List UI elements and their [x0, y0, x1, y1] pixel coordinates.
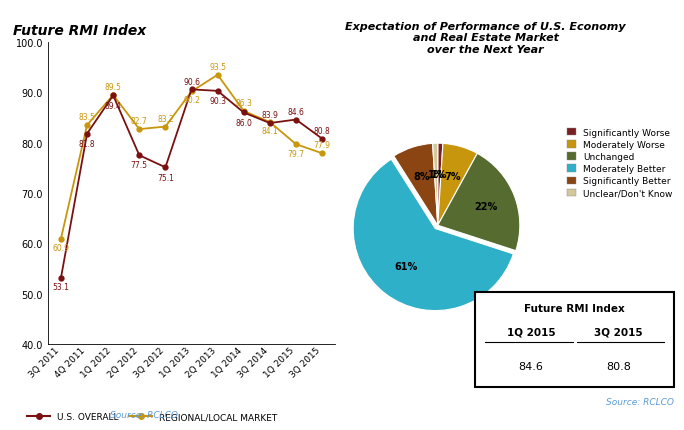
Legend: U.S. OVERALL, REGIONAL/LOCAL MARKET: U.S. OVERALL, REGIONAL/LOCAL MARKET: [24, 408, 281, 425]
Text: 1%: 1%: [428, 169, 445, 179]
Legend: Significantly Worse, Moderately Worse, Unchanged, Moderately Better, Significant: Significantly Worse, Moderately Worse, U…: [563, 125, 676, 202]
Text: 84.6: 84.6: [287, 108, 304, 117]
Text: 90.2: 90.2: [183, 96, 200, 105]
Text: 89.4: 89.4: [105, 101, 122, 111]
Text: 22%: 22%: [474, 202, 497, 212]
Text: 77.9: 77.9: [313, 141, 330, 150]
Wedge shape: [432, 144, 438, 226]
Text: 86.3: 86.3: [235, 99, 252, 108]
Text: 84.6: 84.6: [518, 361, 543, 371]
Text: 77.5: 77.5: [131, 161, 148, 170]
Wedge shape: [353, 160, 513, 311]
Text: 83.9: 83.9: [261, 111, 278, 120]
Text: 83.5: 83.5: [79, 113, 96, 122]
Wedge shape: [394, 144, 438, 226]
Text: 81.8: 81.8: [79, 139, 95, 148]
Text: 80.8: 80.8: [606, 361, 631, 371]
Text: 84.1: 84.1: [261, 126, 278, 135]
Text: 8%: 8%: [413, 172, 430, 181]
Text: Future RMI Index: Future RMI Index: [524, 304, 625, 313]
Text: 82.7: 82.7: [131, 117, 148, 126]
Text: Expectation of Performance of U.S. Economy
and Real Estate Market
over the Next : Expectation of Performance of U.S. Econo…: [345, 22, 626, 55]
Text: Source: RCLCO: Source: RCLCO: [110, 410, 178, 419]
Wedge shape: [438, 154, 520, 251]
Text: 60.9: 60.9: [53, 243, 70, 252]
Text: 3Q 2015: 3Q 2015: [594, 327, 642, 337]
Text: 90.6: 90.6: [183, 77, 200, 86]
Text: 83.2: 83.2: [157, 114, 174, 123]
Text: 53.1: 53.1: [53, 282, 69, 291]
Text: 79.7: 79.7: [287, 150, 304, 159]
Text: 86.0: 86.0: [235, 118, 252, 127]
Wedge shape: [438, 144, 443, 226]
Text: Future RMI Index: Future RMI Index: [14, 24, 146, 38]
Text: 61%: 61%: [395, 261, 418, 271]
Text: 89.5: 89.5: [105, 83, 122, 92]
Text: Source: RCLCO: Source: RCLCO: [606, 397, 674, 406]
Text: 1Q 2015: 1Q 2015: [507, 327, 555, 337]
Text: 75.1: 75.1: [157, 173, 174, 182]
Text: 93.5: 93.5: [209, 63, 226, 72]
Text: 7%: 7%: [444, 171, 460, 181]
Wedge shape: [438, 144, 477, 226]
Text: 1%: 1%: [431, 169, 447, 179]
Text: 80.8: 80.8: [314, 126, 330, 135]
Text: 90.3: 90.3: [209, 97, 226, 106]
